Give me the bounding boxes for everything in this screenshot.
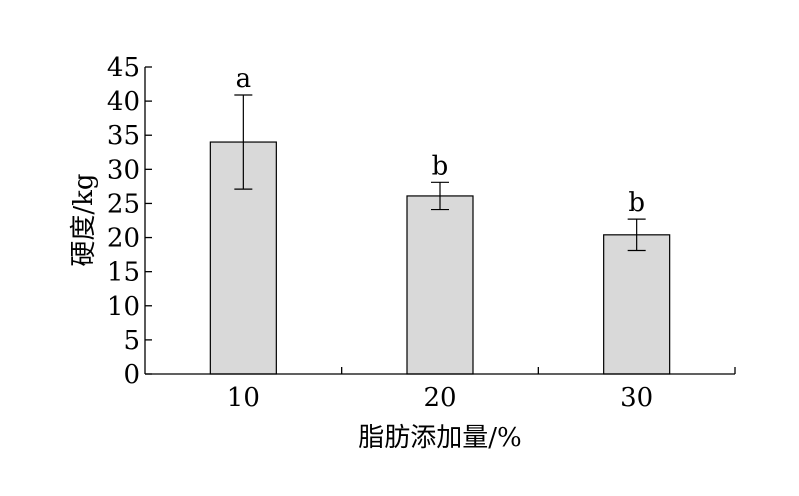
significance-label: a — [236, 64, 252, 94]
x-tick-label: 10 — [227, 383, 260, 413]
x-tick-label: 20 — [423, 383, 456, 413]
y-tick-label: 25 — [107, 189, 140, 219]
y-tick-label: 0 — [123, 360, 140, 390]
y-tick-label: 5 — [123, 326, 140, 356]
bar-20 — [406, 195, 474, 375]
bar-30 — [603, 234, 671, 375]
y-axis-label: 硬度/kg — [69, 173, 99, 266]
x-axis-label: 脂肪添加量/% — [358, 423, 521, 453]
x-tick-label: 30 — [620, 383, 653, 413]
y-tick-label: 35 — [107, 121, 140, 151]
y-tick-label: 15 — [107, 258, 140, 288]
error-bars — [234, 94, 646, 252]
y-tick-label: 30 — [107, 155, 140, 185]
significance-label: b — [628, 188, 645, 218]
y-axis-ticks: 0 5 10 15 20 25 30 35 40 45 — [107, 53, 152, 390]
y-tick-label: 45 — [107, 53, 140, 83]
y-tick-label: 40 — [107, 87, 140, 117]
significance-label: b — [432, 151, 449, 181]
y-tick-label: 10 — [107, 292, 140, 322]
x-axis-ticks: 10 20 30 — [227, 367, 736, 413]
significance-labels: a b b — [236, 64, 645, 218]
y-tick-label: 20 — [107, 224, 140, 254]
